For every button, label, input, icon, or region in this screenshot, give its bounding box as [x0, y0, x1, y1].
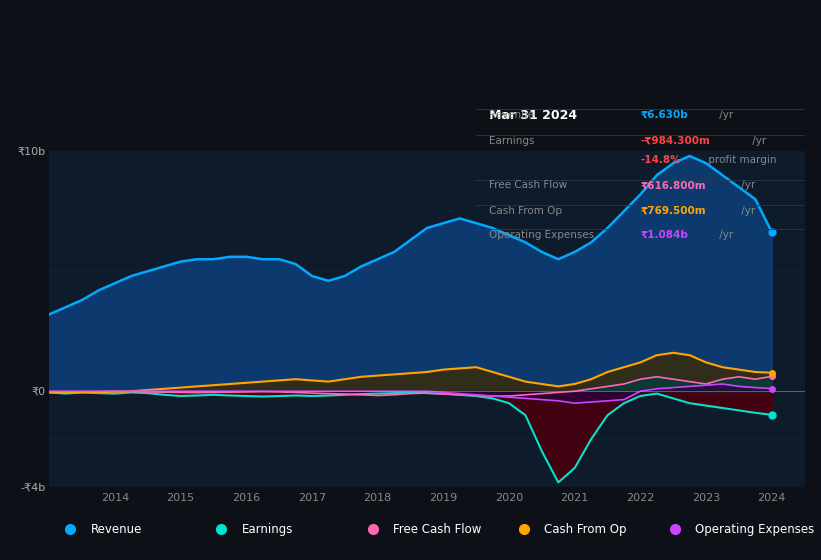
Text: Operating Expenses: Operating Expenses	[695, 522, 814, 536]
Text: ₹6.630b: ₹6.630b	[640, 110, 688, 120]
Text: Revenue: Revenue	[91, 522, 142, 536]
Text: Earnings: Earnings	[242, 522, 293, 536]
Text: ₹769.500m: ₹769.500m	[640, 206, 706, 216]
Text: Cash From Op: Cash From Op	[489, 206, 562, 216]
Text: ₹0: ₹0	[31, 386, 45, 396]
Text: Revenue: Revenue	[489, 110, 534, 120]
Text: profit margin: profit margin	[705, 155, 777, 165]
Text: Earnings: Earnings	[489, 136, 534, 146]
Text: ₹1.084b: ₹1.084b	[640, 230, 688, 240]
Text: Cash From Op: Cash From Op	[544, 522, 626, 536]
Text: Free Cash Flow: Free Cash Flow	[393, 522, 481, 536]
Text: -₹984.300m: -₹984.300m	[640, 136, 710, 146]
Text: /yr: /yr	[738, 206, 755, 216]
Text: /yr: /yr	[716, 110, 733, 120]
Text: /yr: /yr	[738, 180, 755, 190]
Text: Mar 31 2024: Mar 31 2024	[489, 109, 577, 122]
Text: Free Cash Flow: Free Cash Flow	[489, 180, 567, 190]
Text: /yr: /yr	[749, 136, 766, 146]
Text: -₹4b: -₹4b	[21, 482, 45, 492]
Text: ₹616.800m: ₹616.800m	[640, 180, 706, 190]
Text: Operating Expenses: Operating Expenses	[489, 230, 594, 240]
Text: ₹10b: ₹10b	[17, 146, 45, 156]
Text: -14.8%: -14.8%	[640, 155, 681, 165]
Text: /yr: /yr	[716, 230, 733, 240]
